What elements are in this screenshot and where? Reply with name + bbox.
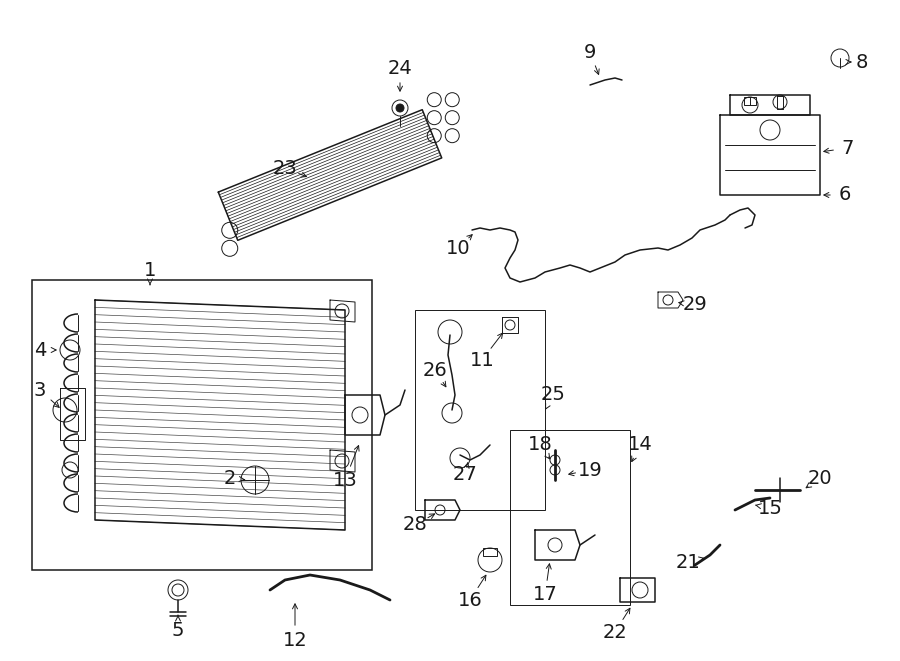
Text: 9: 9 (584, 42, 596, 61)
Text: 8: 8 (856, 52, 868, 71)
Text: 23: 23 (273, 159, 297, 178)
Bar (510, 430, 630, 605)
Text: 25: 25 (541, 385, 565, 405)
Text: 10: 10 (446, 239, 471, 258)
Text: 28: 28 (402, 516, 428, 535)
Bar (32, 280, 372, 570)
Bar (415, 310, 545, 510)
Text: 16: 16 (457, 590, 482, 609)
Text: 29: 29 (682, 295, 707, 315)
Bar (483, 548, 497, 556)
Text: 24: 24 (388, 59, 412, 77)
Text: 6: 6 (839, 186, 851, 204)
Text: 15: 15 (758, 498, 782, 518)
Text: 21: 21 (676, 553, 700, 572)
Text: 13: 13 (333, 471, 357, 490)
Text: 22: 22 (603, 623, 627, 641)
Circle shape (396, 104, 404, 112)
Text: 14: 14 (627, 436, 652, 455)
Text: 26: 26 (423, 360, 447, 379)
Text: 5: 5 (172, 621, 184, 639)
Text: 19: 19 (578, 461, 602, 479)
Text: 2: 2 (224, 469, 236, 488)
Text: 11: 11 (470, 350, 494, 369)
Bar (744, 97, 756, 105)
Text: 20: 20 (807, 469, 833, 488)
Text: 27: 27 (453, 465, 477, 485)
Text: 3: 3 (34, 381, 46, 399)
Text: 12: 12 (283, 631, 308, 650)
Text: 7: 7 (842, 139, 854, 157)
Text: 1: 1 (144, 260, 157, 280)
Text: 17: 17 (533, 586, 557, 605)
Text: 4: 4 (34, 340, 46, 360)
Text: 18: 18 (527, 436, 553, 455)
